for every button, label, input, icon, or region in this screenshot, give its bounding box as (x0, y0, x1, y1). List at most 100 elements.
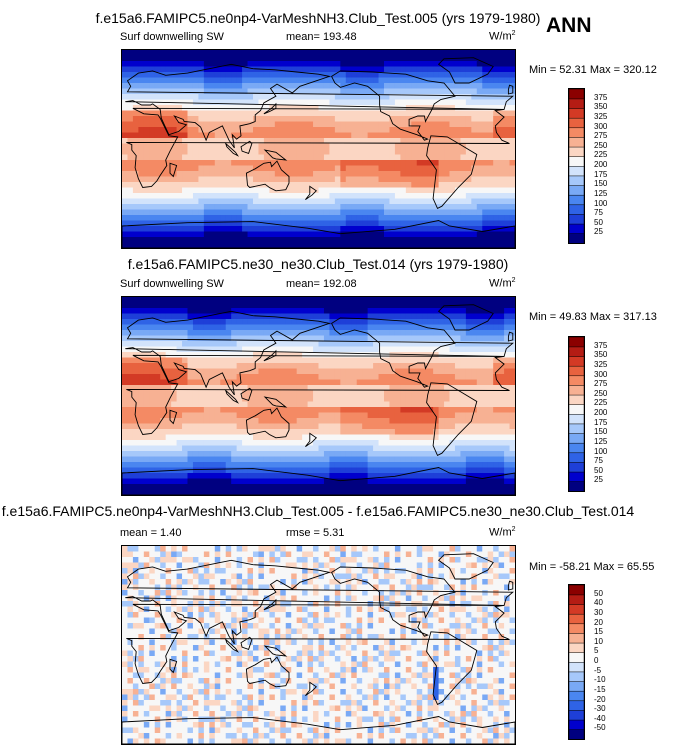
map-cell (263, 346, 270, 353)
map-cell (138, 434, 145, 441)
map-cell (356, 77, 363, 84)
map-cell (122, 451, 129, 458)
map-cell (509, 171, 515, 178)
map-cell (274, 451, 281, 458)
map-cell (465, 313, 472, 320)
map-cell (509, 187, 515, 194)
map-cell (373, 231, 380, 238)
map-cell (465, 154, 472, 161)
map-cell (345, 346, 352, 353)
map-cell (362, 50, 369, 57)
map-cell (411, 165, 418, 172)
map-cell (460, 440, 467, 447)
map-cell (509, 116, 515, 123)
map-cell (449, 407, 456, 414)
map-cell (138, 418, 145, 425)
map-cell (242, 319, 249, 326)
map-cell (438, 418, 445, 425)
map-cell (225, 440, 232, 447)
map-cell (449, 116, 456, 123)
map-cell (269, 182, 276, 189)
map-cell (214, 379, 221, 386)
map-cell (416, 418, 423, 425)
map-cell (198, 149, 205, 156)
map-cell (132, 237, 139, 244)
map-cell (400, 242, 407, 248)
map-cell (192, 220, 200, 227)
map-cell (351, 335, 358, 342)
map-cell (427, 423, 434, 430)
map-cell (154, 72, 161, 79)
map-cell (149, 401, 156, 408)
map-cell (209, 346, 216, 353)
map-cell (291, 451, 298, 458)
map-cell (165, 88, 172, 95)
map-cell (345, 357, 352, 364)
map-cell (334, 451, 341, 458)
map-cell (444, 127, 451, 134)
map-cell (258, 418, 265, 425)
map-cell (302, 407, 309, 414)
map-cell (247, 77, 254, 84)
map-cell (323, 176, 331, 183)
map-cell (138, 231, 145, 238)
map-cell (504, 226, 511, 233)
map-cell (509, 390, 515, 397)
map-cell (187, 132, 194, 139)
map-cell (405, 83, 412, 90)
map-cell (334, 121, 341, 128)
map-cell (176, 330, 183, 337)
map-cell (394, 77, 401, 84)
map-cell (220, 324, 227, 331)
colorbar-tick-label: 275 (594, 131, 608, 141)
map-cell (302, 204, 309, 211)
map-cell (389, 94, 396, 101)
map-cell (323, 473, 331, 480)
map-cell (302, 368, 309, 375)
map-cell (274, 456, 281, 463)
map-cell (214, 143, 221, 150)
map-cell (253, 215, 260, 222)
map-cell (509, 335, 515, 342)
map-cell (438, 335, 445, 342)
map-cell (182, 434, 189, 441)
map-cell (160, 198, 167, 205)
map-cell (504, 116, 511, 123)
map-cell (280, 330, 287, 337)
map-cell (378, 429, 385, 436)
map-cell (389, 182, 396, 189)
map-cell (132, 412, 139, 419)
map-cell (132, 418, 139, 425)
map-cell (318, 154, 325, 161)
map-cell (384, 149, 391, 156)
map-cell (449, 467, 456, 474)
map-cell (460, 412, 467, 419)
map-cell (263, 215, 270, 222)
map-cell (334, 445, 341, 452)
map-cell (258, 215, 265, 222)
map-cell (367, 50, 374, 57)
map-cell (176, 121, 183, 128)
map-cell (225, 215, 232, 222)
map-cell (154, 335, 161, 342)
map-cell (253, 335, 260, 342)
map-cell (345, 83, 352, 90)
map-cell (487, 434, 494, 441)
map-cell (465, 302, 472, 309)
map-cell (209, 363, 216, 370)
map-cell (416, 226, 423, 233)
map-cell (291, 440, 298, 447)
map-cell (258, 226, 265, 233)
map-cell (296, 390, 303, 397)
map-cell (498, 341, 505, 348)
map-cell (149, 116, 156, 123)
map-cell (209, 357, 216, 364)
map-cell (329, 231, 336, 238)
map-cell (122, 368, 129, 375)
colorbar-swatch (569, 146, 584, 157)
map-cell (220, 204, 227, 211)
panel1-mean-label: mean= 193.48 (286, 31, 357, 43)
map-cell (449, 83, 456, 90)
map-cell (465, 363, 472, 370)
map-cell (351, 83, 358, 90)
